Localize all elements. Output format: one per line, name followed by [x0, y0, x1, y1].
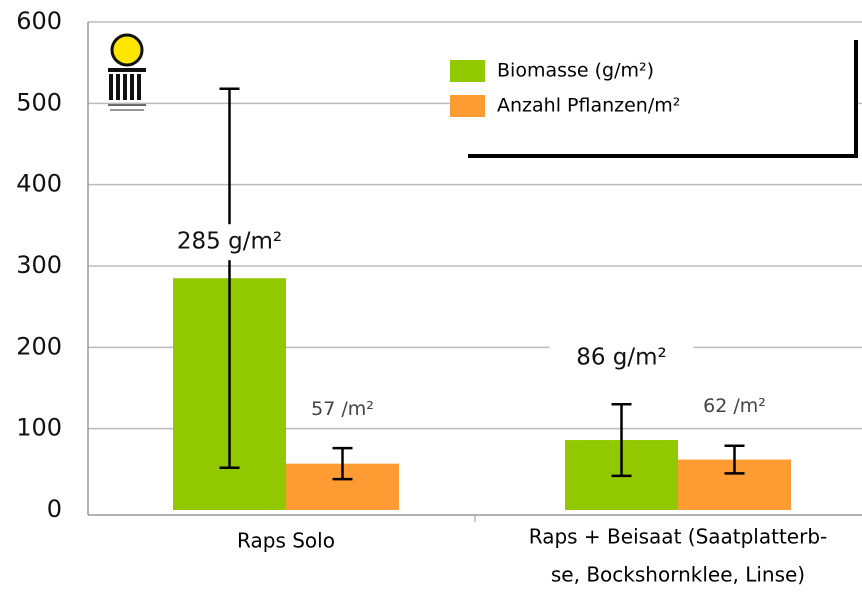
label-bg	[157, 224, 302, 261]
y-tick-label: 500	[16, 88, 62, 116]
logo	[108, 33, 146, 111]
x-tick-label: se, Bockshornklee, Linse)	[551, 563, 805, 587]
x-tick-label: Raps + Beisaat (Saatplatterb-	[529, 525, 828, 549]
y-tick-label: 0	[47, 495, 62, 523]
legend-swatch	[450, 95, 485, 117]
error-bar	[332, 446, 353, 481]
y-tick-label: 100	[16, 414, 62, 442]
legend-box	[468, 40, 856, 158]
label-bg	[549, 340, 694, 377]
data-label: 62 /m²	[703, 395, 766, 417]
error-bar	[724, 444, 745, 475]
y-tick-label: 200	[16, 332, 62, 360]
data-label: 86 g/m²	[576, 345, 667, 371]
data-label: 285 g/m²	[177, 229, 282, 255]
error-bar	[611, 403, 632, 478]
legend-swatch	[450, 60, 485, 82]
x-tick-label: Raps Solo	[237, 529, 335, 553]
legend	[468, 40, 858, 158]
data-label: 57 /m²	[311, 398, 374, 420]
y-tick-label: 300	[16, 251, 62, 279]
legend-shadow	[468, 40, 858, 158]
y-tick-label: 600	[16, 7, 62, 35]
legend-label: Anzahl Pflanzen/m²	[497, 95, 680, 117]
error-bar	[219, 87, 240, 469]
legend-label: Biomasse (g/m²)	[497, 60, 654, 82]
y-tick-label: 400	[16, 170, 62, 198]
